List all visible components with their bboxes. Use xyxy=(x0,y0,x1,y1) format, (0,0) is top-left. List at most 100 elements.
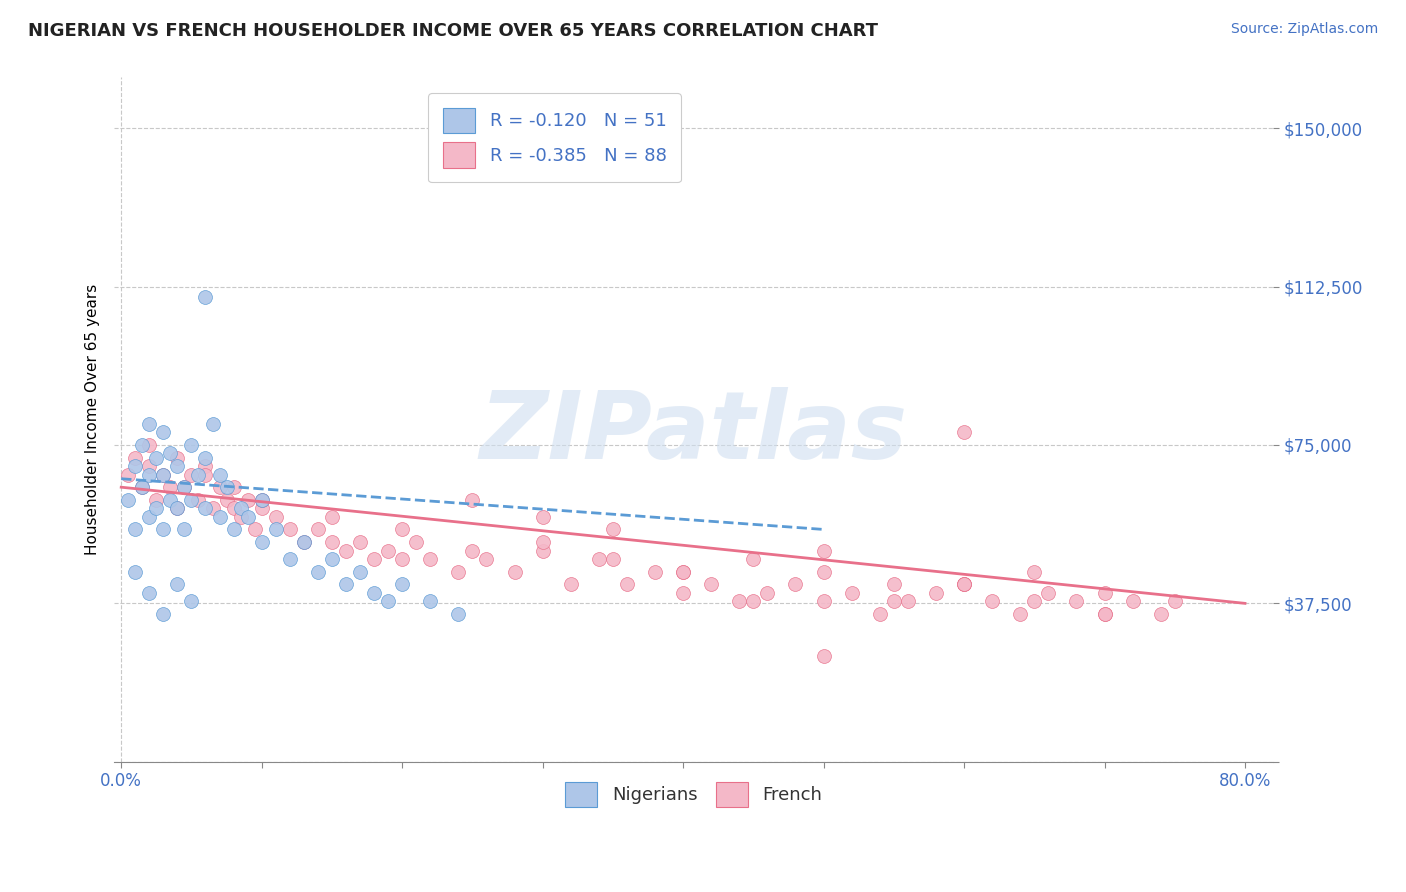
Point xyxy=(229,509,252,524)
Point xyxy=(124,459,146,474)
Point xyxy=(194,290,217,304)
Point xyxy=(1066,594,1088,608)
Point xyxy=(194,467,217,482)
Point xyxy=(321,535,343,549)
Point xyxy=(292,535,315,549)
Point xyxy=(461,543,484,558)
Point xyxy=(152,607,174,621)
Point xyxy=(349,565,371,579)
Point xyxy=(138,438,160,452)
Point xyxy=(138,467,160,482)
Point xyxy=(152,523,174,537)
Point xyxy=(672,565,695,579)
Point xyxy=(475,552,498,566)
Point xyxy=(588,552,610,566)
Point xyxy=(602,523,624,537)
Point xyxy=(419,552,441,566)
Point xyxy=(215,480,238,494)
Point xyxy=(813,594,835,608)
Point xyxy=(377,543,399,558)
Point xyxy=(159,492,181,507)
Point xyxy=(117,467,139,482)
Point xyxy=(166,459,188,474)
Point xyxy=(208,467,231,482)
Point xyxy=(405,535,427,549)
Point xyxy=(742,552,765,566)
Point xyxy=(264,509,287,524)
Point xyxy=(201,417,224,431)
Point xyxy=(145,450,167,465)
Point xyxy=(222,480,245,494)
Point xyxy=(159,446,181,460)
Point xyxy=(503,565,526,579)
Point xyxy=(419,594,441,608)
Point xyxy=(1094,586,1116,600)
Point xyxy=(180,594,202,608)
Point xyxy=(391,552,413,566)
Point xyxy=(363,552,385,566)
Point xyxy=(138,509,160,524)
Point xyxy=(250,535,273,549)
Point xyxy=(166,501,188,516)
Point xyxy=(897,594,920,608)
Point xyxy=(166,450,188,465)
Point xyxy=(869,607,891,621)
Point xyxy=(813,649,835,664)
Point xyxy=(616,577,638,591)
Point xyxy=(131,480,153,494)
Point xyxy=(180,492,202,507)
Point xyxy=(1094,607,1116,621)
Point xyxy=(672,586,695,600)
Point xyxy=(1122,594,1144,608)
Point xyxy=(180,438,202,452)
Point xyxy=(180,467,202,482)
Point xyxy=(159,480,181,494)
Point xyxy=(953,577,976,591)
Point xyxy=(742,594,765,608)
Text: Source: ZipAtlas.com: Source: ZipAtlas.com xyxy=(1230,22,1378,37)
Point xyxy=(672,565,695,579)
Point xyxy=(250,492,273,507)
Point xyxy=(461,492,484,507)
Text: ZIPatlas: ZIPatlas xyxy=(479,387,908,479)
Point xyxy=(236,509,259,524)
Point xyxy=(644,565,666,579)
Point xyxy=(953,577,976,591)
Point xyxy=(145,492,167,507)
Point xyxy=(883,577,905,591)
Point xyxy=(377,594,399,608)
Point xyxy=(278,523,301,537)
Point xyxy=(1164,594,1187,608)
Point xyxy=(145,501,167,516)
Point xyxy=(236,492,259,507)
Point xyxy=(728,594,751,608)
Point xyxy=(1094,607,1116,621)
Point xyxy=(215,492,238,507)
Point xyxy=(194,459,217,474)
Legend: Nigerians, French: Nigerians, French xyxy=(558,774,830,814)
Point xyxy=(602,552,624,566)
Point xyxy=(173,523,195,537)
Point xyxy=(321,552,343,566)
Point xyxy=(117,492,139,507)
Point xyxy=(138,459,160,474)
Point xyxy=(531,543,554,558)
Point xyxy=(243,523,266,537)
Point xyxy=(222,523,245,537)
Point xyxy=(391,523,413,537)
Point xyxy=(187,492,209,507)
Point xyxy=(124,450,146,465)
Point xyxy=(813,543,835,558)
Point xyxy=(173,480,195,494)
Y-axis label: Householder Income Over 65 years: Householder Income Over 65 years xyxy=(86,284,100,555)
Point xyxy=(1024,565,1046,579)
Point xyxy=(124,523,146,537)
Point xyxy=(124,565,146,579)
Point xyxy=(531,509,554,524)
Point xyxy=(138,586,160,600)
Point xyxy=(208,480,231,494)
Point xyxy=(292,535,315,549)
Point xyxy=(560,577,582,591)
Point xyxy=(841,586,863,600)
Point xyxy=(321,509,343,524)
